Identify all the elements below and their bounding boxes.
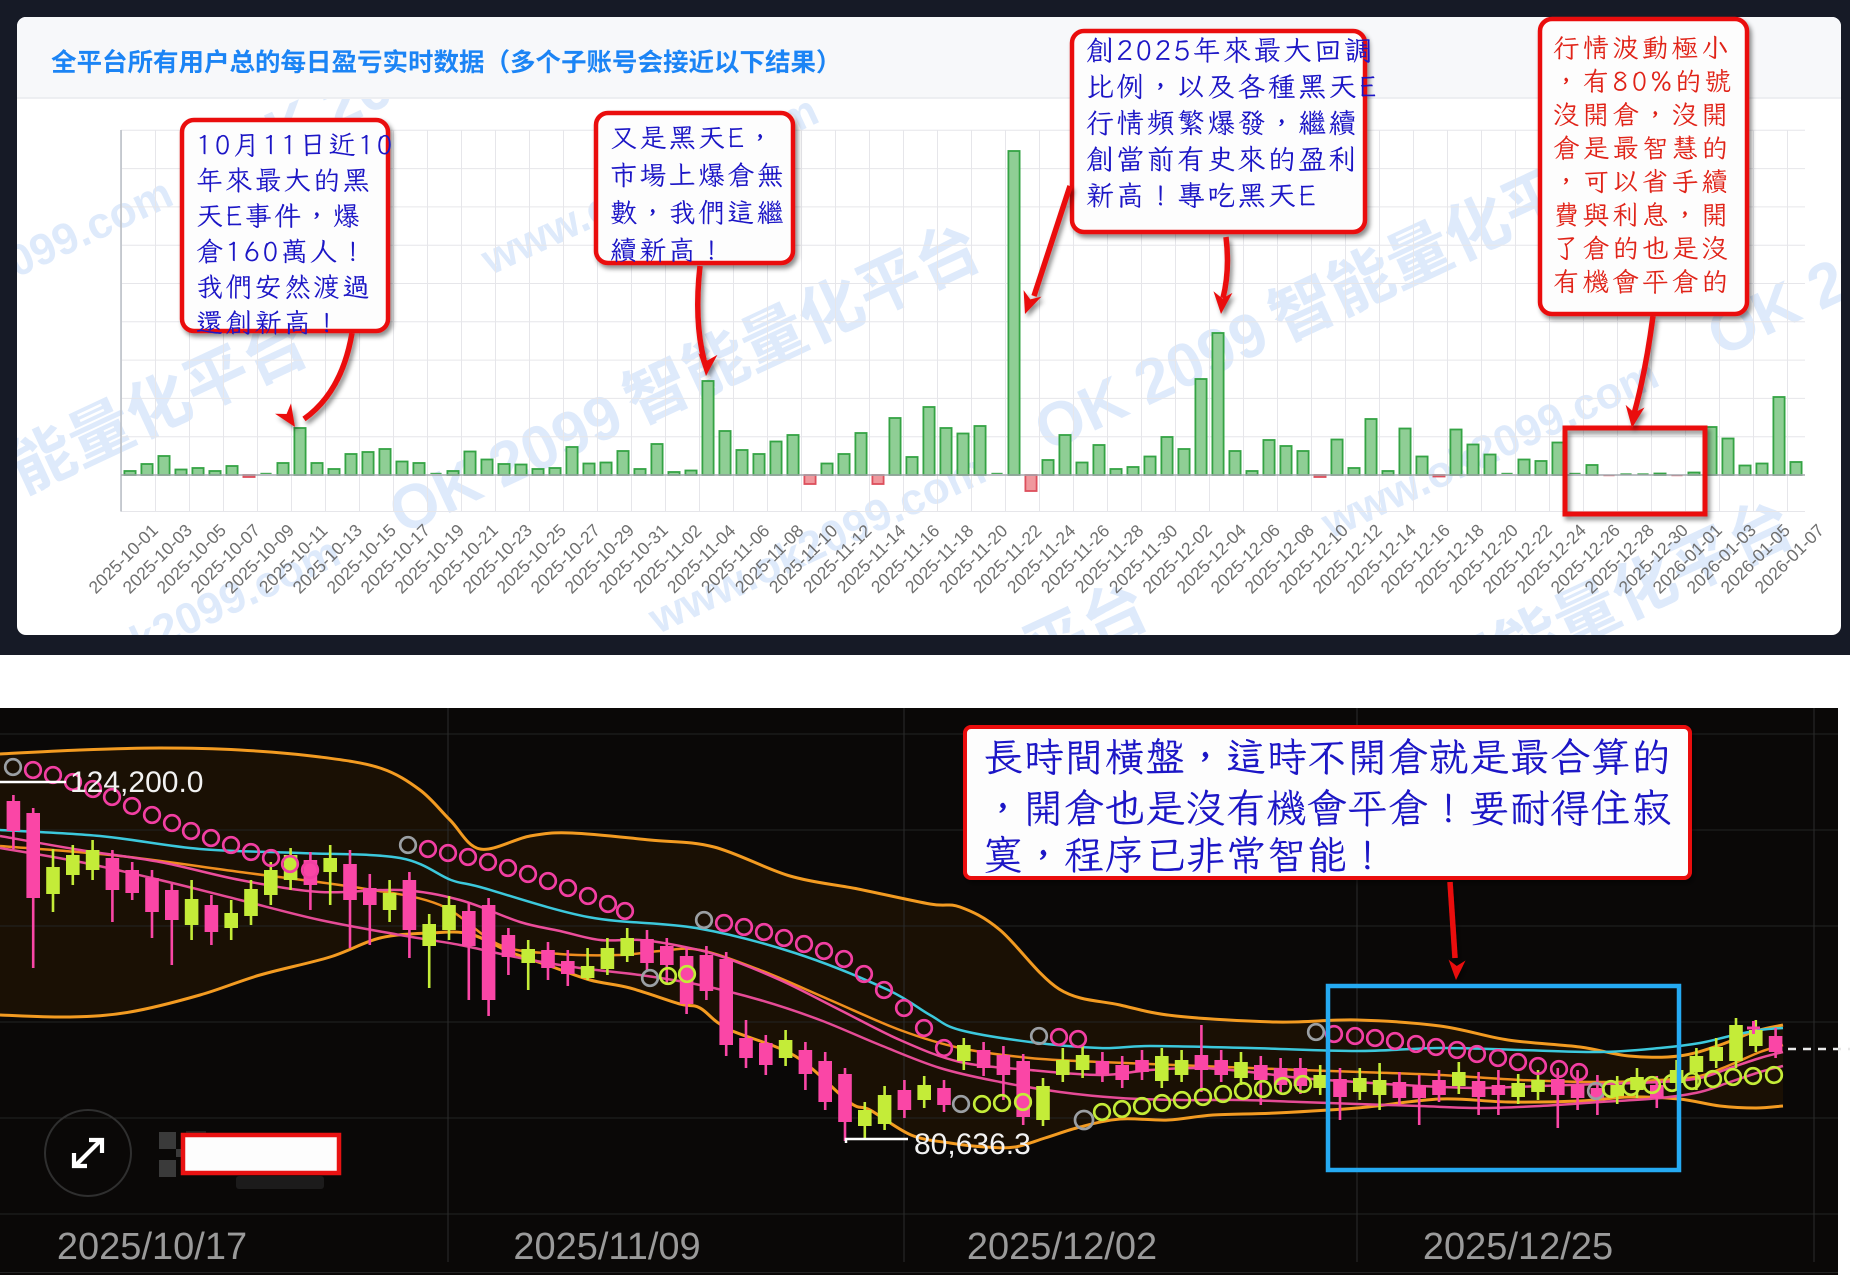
svg-text:2025/12/25: 2025/12/25	[1423, 1226, 1613, 1268]
svg-text:www.ok2099.com: www.ok2099.com	[1791, 0, 1850, 107]
svg-text:2025/12/02: 2025/12/02	[967, 1226, 1157, 1268]
svg-text:2025/11/09: 2025/11/09	[513, 1226, 700, 1268]
svg-text:2025/10/17: 2025/10/17	[57, 1226, 247, 1268]
svg-text:80,636.3: 80,636.3	[914, 1128, 1031, 1161]
svg-text:124,200.0: 124,200.0	[70, 766, 203, 799]
